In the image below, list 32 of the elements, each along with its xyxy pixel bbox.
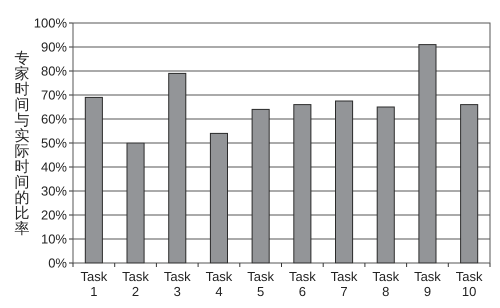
bar xyxy=(376,106,395,264)
x-tick-label: Task 6 xyxy=(288,269,316,299)
x-tick-label: Task 9 xyxy=(414,269,442,299)
bar xyxy=(460,104,478,264)
bar xyxy=(293,104,312,264)
x-tick-label: Task 4 xyxy=(206,269,233,299)
bar xyxy=(84,96,103,264)
x-tick-label: Task 1 xyxy=(80,269,108,299)
y-tick-label: 10% xyxy=(40,232,68,246)
y-tick-label: 0% xyxy=(48,256,68,270)
bar xyxy=(168,72,186,264)
bar xyxy=(335,100,354,264)
x-tick-label: Task 7 xyxy=(330,269,358,299)
x-tick-label: Task 8 xyxy=(372,269,400,299)
y-tick-label: 40% xyxy=(40,160,68,174)
y-tick-label: 80% xyxy=(40,64,68,78)
bar xyxy=(210,132,228,264)
x-tick-label: Task 5 xyxy=(247,269,275,299)
y-tick-label: 60% xyxy=(40,112,68,126)
x-tick-label: Task 3 xyxy=(164,269,192,299)
x-tick-label: Task 2 xyxy=(122,269,150,299)
y-tick-label: 70% xyxy=(40,88,68,102)
bar xyxy=(126,142,145,264)
bar xyxy=(252,108,270,264)
y-tick-label: 90% xyxy=(40,40,68,54)
y-tick-label: 100% xyxy=(34,16,68,30)
y-tick-label: 20% xyxy=(40,208,68,222)
y-tick-label: 50% xyxy=(40,136,68,150)
y-tick-label: 30% xyxy=(40,184,68,198)
bar xyxy=(418,44,436,264)
x-tick-label: Task 10 xyxy=(456,269,484,299)
text: 专家时间与实际时间的比率 xyxy=(14,50,30,238)
